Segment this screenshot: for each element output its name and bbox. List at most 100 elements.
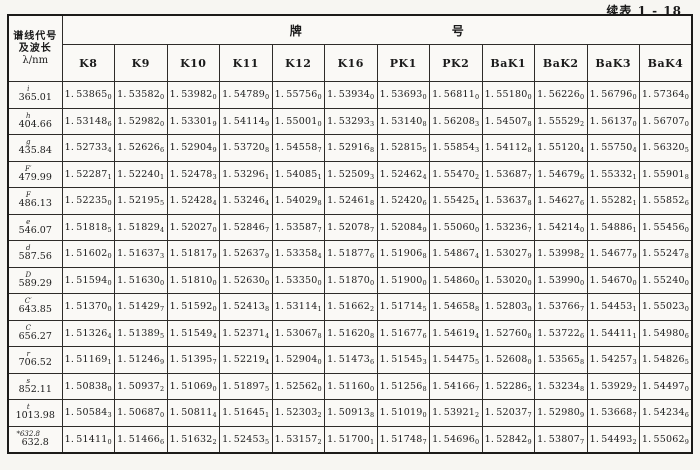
last-digit-subscript: 2: [579, 252, 585, 261]
last-digit-subscript: 0: [579, 278, 585, 287]
last-digit-subscript: 0: [317, 358, 322, 367]
refractive-index-cell: 1. 526300: [219, 266, 273, 294]
group-header-text: 牌 号: [63, 22, 691, 39]
corner-header-line1: 谱线代号: [13, 30, 58, 42]
last-digit-subscript: 6: [684, 199, 690, 208]
refractive-index-cell: 1. 516451: [219, 399, 273, 427]
refractive-index-cell: 1. 520849: [376, 213, 430, 241]
last-digit-subscript: 1: [632, 225, 637, 234]
refractive-index-cell: 1. 525620: [271, 372, 325, 400]
row-header-wavelength: s 852.11: [7, 372, 63, 400]
spectral-line-symbol: d: [26, 244, 31, 253]
spectral-line-symbol: s: [26, 376, 31, 385]
refractive-index-cell: 1. 550230: [639, 293, 693, 321]
last-digit-subscript: 1: [317, 305, 322, 314]
last-digit-subscript: 4: [212, 199, 217, 208]
refractive-index-cell: 1. 546588: [429, 293, 483, 321]
last-digit-subscript: 0: [369, 93, 375, 102]
last-digit-subscript: 6: [422, 331, 427, 340]
last-digit-subscript: 5: [474, 358, 480, 367]
refractive-index-cell: 1. 554560: [639, 213, 693, 241]
refractive-index-cell: 1. 524783: [166, 160, 220, 188]
last-digit-subscript: 9: [527, 252, 532, 261]
last-digit-subscript: 7: [159, 305, 165, 314]
last-digit-subscript: 6: [369, 358, 375, 367]
refractive-index-cell: 1. 546194: [429, 319, 483, 347]
refractive-index-cell: 1. 526080: [481, 346, 535, 374]
column-header-K12: K12: [271, 44, 325, 82]
refractive-index-cell: 1. 558526: [639, 187, 693, 215]
last-digit-subscript: 0: [317, 384, 322, 393]
refractive-index-cell: 1. 552478: [639, 240, 693, 268]
last-digit-subscript: 2: [579, 119, 585, 128]
last-digit-subscript: 7: [212, 358, 217, 367]
wavelength-value: 479.99: [18, 171, 52, 183]
refractive-index-cell: 1. 551204: [534, 134, 588, 162]
last-digit-subscript: 6: [369, 252, 375, 261]
last-digit-subscript: 8: [422, 384, 427, 393]
refractive-index-cell: 1. 542140: [534, 213, 588, 241]
refractive-index-cell: 1. 531486: [61, 107, 115, 135]
column-header-PK2: PK2: [429, 44, 483, 82]
refractive-index-cell: 1. 527334: [61, 134, 115, 162]
refractive-index-cell: 1. 528429: [481, 425, 535, 453]
table-row: D 589.29 1. 515940 1. 516300 1. 518100 1. 526…: [7, 266, 693, 294]
wavelength-value: 365.01: [18, 92, 52, 104]
refractive-index-cell: 1. 559018: [639, 160, 693, 188]
last-digit-subscript: 4: [264, 331, 270, 340]
last-digit-subscript: 4: [579, 146, 585, 155]
group-header-char-right: 号: [451, 23, 464, 38]
wavelength-value: 546.07: [18, 224, 52, 236]
last-digit-subscript: 9: [212, 252, 217, 261]
last-digit-subscript: 4: [474, 331, 480, 340]
last-digit-subscript: 8: [369, 199, 375, 208]
last-digit-subscript: 0: [684, 119, 690, 128]
last-digit-subscript: 0: [107, 437, 112, 446]
refractive-index-cell: 1. 512568: [376, 372, 430, 400]
table-row: g 435.84 1. 527334 1. 526266 1. 529049 1. 537…: [7, 134, 693, 162]
last-digit-subscript: 7: [527, 225, 532, 234]
refractive-index-cell: 1. 554702: [429, 160, 483, 188]
last-digit-subscript: 9: [264, 119, 270, 128]
last-digit-subscript: 4: [107, 146, 112, 155]
last-digit-subscript: 0: [527, 305, 532, 314]
refractive-index-cell: 1. 532348: [534, 372, 588, 400]
refractive-index-cell: 1. 535877: [271, 213, 325, 241]
last-digit-subscript: 2: [212, 437, 217, 446]
last-digit-subscript: 7: [527, 411, 532, 420]
last-digit-subscript: 7: [474, 384, 480, 393]
last-digit-subscript: 0: [317, 278, 322, 287]
refractive-index-cell: 1. 549806: [639, 319, 693, 347]
refractive-index-cell: 1. 546796: [534, 160, 588, 188]
refractive-index-cell: 1. 516622: [324, 293, 378, 321]
refractive-index-cell: 1. 552400: [639, 266, 693, 294]
refractive-index-cell: 1. 528467: [219, 213, 273, 241]
column-header-K9: K9: [114, 44, 168, 82]
spectral-line-symbol: t: [26, 403, 30, 412]
last-digit-subscript: 0: [264, 93, 270, 102]
table-row: e 546.07 1. 518185 1. 518294 1. 520270 1. 528…: [7, 213, 693, 241]
refractive-index-cell: 1. 522350: [61, 187, 115, 215]
refractive-index-cell: 1. 518179: [166, 240, 220, 268]
last-digit-subscript: 9: [212, 119, 217, 128]
last-digit-subscript: 0: [264, 278, 270, 287]
last-digit-subscript: 3: [369, 119, 375, 128]
refractive-index-cell: 1. 544111: [586, 319, 640, 347]
last-digit-subscript: 0: [684, 225, 690, 234]
last-digit-subscript: 6: [422, 199, 427, 208]
refractive-index-cell: 1. 531141: [271, 293, 325, 321]
spectral-line-symbol: e: [26, 217, 31, 226]
column-header-K10: K10: [166, 44, 220, 82]
refractive-index-cell: 1. 551800: [481, 81, 535, 109]
refractive-index-cell: 1. 538077: [534, 425, 588, 453]
last-digit-subscript: 0: [107, 93, 112, 102]
last-digit-subscript: 0: [422, 93, 427, 102]
refractive-index-cell: 1. 506870: [114, 399, 168, 427]
spectral-line-symbol: D: [25, 270, 32, 279]
last-digit-subscript: 7: [317, 146, 322, 155]
last-digit-subscript: 0: [474, 93, 480, 102]
spectral-line-symbol: C′: [24, 297, 32, 306]
last-digit-subscript: 2: [632, 384, 637, 393]
last-digit-subscript: 7: [264, 225, 270, 234]
last-digit-subscript: 4: [264, 358, 270, 367]
